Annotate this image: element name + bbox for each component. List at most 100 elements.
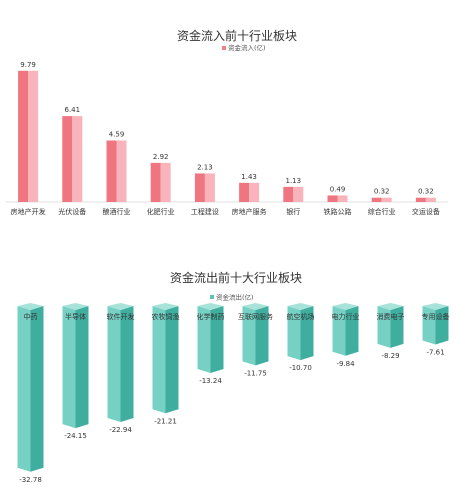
bar-left-face (150, 162, 161, 202)
bar-top-face (17, 303, 44, 310)
bar-left-face (194, 173, 205, 202)
bar-right-face (120, 306, 134, 423)
inflow-chart: 资金流入前十行业板块 资金流入(亿) 9.79 6.41 4.59 2.92 2.13 1… (6, 28, 448, 216)
bar (150, 162, 171, 202)
bar-left-face (422, 306, 436, 345)
data-label: -22.94 (109, 426, 132, 434)
category-label: 专用设备 (422, 312, 450, 321)
bar-right-face (390, 306, 404, 348)
bar-left-face (287, 306, 301, 361)
bar-top-face (377, 303, 404, 310)
bar-left-face (371, 197, 382, 202)
bar-right-face (72, 116, 83, 202)
category-label: 综合行业 (368, 207, 396, 216)
legend-swatch (222, 46, 226, 50)
bar (152, 303, 179, 414)
bar-right-face (300, 306, 314, 361)
data-label: -11.75 (244, 369, 267, 377)
bar-right-face (255, 306, 269, 366)
bar-right-face (165, 306, 179, 414)
bar (194, 173, 215, 202)
value-labels-group: -32.78 -24.15 -22.94 -21.21 -13.24 -11.75 -10.… (19, 348, 444, 483)
bar-left-face (332, 306, 346, 356)
bar-right-face (204, 173, 215, 202)
legend: 资金流出(亿) (210, 293, 254, 302)
bar (283, 186, 304, 202)
legend-label: 资金流入(亿) (228, 43, 266, 52)
bar (18, 70, 39, 203)
category-label: 消费电子 (377, 312, 405, 321)
category-label: 交运设备 (412, 207, 440, 216)
bar (239, 182, 260, 202)
bar-top-face (422, 303, 449, 310)
bar (377, 303, 404, 348)
bar-right-face (293, 186, 304, 202)
category-label: 铁路公路 (324, 207, 352, 216)
data-label: -24.15 (64, 432, 87, 440)
bar-left-face (239, 182, 250, 202)
category-label: 工程建设 (191, 207, 219, 216)
bar-right-face (249, 182, 260, 202)
category-label: 光伏设备 (58, 207, 86, 216)
data-label: -8.29 (381, 352, 399, 360)
category-label: 互联网服务 (238, 312, 273, 321)
category-label: 农牧饲渔 (152, 312, 180, 321)
data-label: -13.24 (199, 377, 222, 385)
bar-left-face (18, 70, 29, 203)
bar (415, 197, 436, 202)
category-label: 航空机场 (287, 312, 315, 321)
bar-left-face (415, 197, 426, 202)
bar-left-face (327, 195, 338, 202)
data-label: 0.32 (374, 188, 390, 196)
bar-right-face (30, 306, 44, 472)
category-label: 电力行业 (332, 312, 360, 321)
chart-title: 资金流出前十大行业板块 (170, 270, 302, 285)
data-label: 0.32 (418, 188, 434, 196)
bar-right-face (337, 195, 348, 202)
bar (371, 197, 392, 202)
bar-right-face (435, 306, 449, 345)
bar-left-face (283, 186, 294, 202)
bar-right-face (381, 197, 392, 202)
bars-group (18, 70, 436, 203)
bar-left-face (62, 306, 76, 429)
bar (422, 303, 449, 345)
category-label: 化学制药 (197, 312, 225, 321)
bar (62, 303, 89, 429)
category-label: 化肥行业 (147, 207, 175, 216)
bar-left-face (152, 306, 166, 414)
category-label: 房地产开发 (11, 207, 46, 216)
bar (287, 303, 314, 361)
bar (197, 303, 224, 373)
bar (327, 195, 348, 202)
bar-left-face (62, 116, 73, 202)
data-label: 1.13 (286, 177, 302, 185)
data-label: 9.79 (20, 61, 36, 69)
bar-right-face (116, 140, 127, 202)
bar-top-face (332, 303, 359, 310)
bar (62, 116, 83, 202)
category-labels-group: 房地产开发 光伏设备 酿酒行业 化肥行业 工程建设 房地产服务 银行 铁路公路 综合行业 交运设备 (11, 207, 440, 216)
bar (242, 303, 269, 366)
data-label: 1.43 (241, 173, 257, 181)
bars-group (17, 303, 449, 472)
bar-top-face (287, 303, 314, 310)
data-label: -21.21 (154, 417, 177, 425)
value-labels-group: 9.79 6.41 4.59 2.92 2.13 1.43 1.13 0.49 0.32 0.32 (20, 61, 433, 196)
data-label: 2.13 (197, 163, 213, 171)
bar (17, 303, 44, 472)
data-label: -10.70 (289, 364, 312, 372)
data-label: 0.49 (330, 185, 346, 193)
bar-left-face (107, 306, 121, 423)
chart-title: 资金流入前十行业板块 (177, 28, 297, 43)
data-label: -9.84 (336, 360, 355, 368)
bar-top-face (242, 303, 269, 310)
legend-swatch (210, 295, 214, 299)
bar-left-face (197, 306, 211, 373)
bar-top-face (107, 303, 134, 310)
outflow-chart: 资金流出前十大行业板块 资金流出(亿) -32.78 -24.15 -22.94 -2… (17, 270, 450, 484)
category-label: 酿酒行业 (103, 207, 131, 216)
bar-right-face (75, 306, 89, 429)
bar-left-face (242, 306, 256, 366)
